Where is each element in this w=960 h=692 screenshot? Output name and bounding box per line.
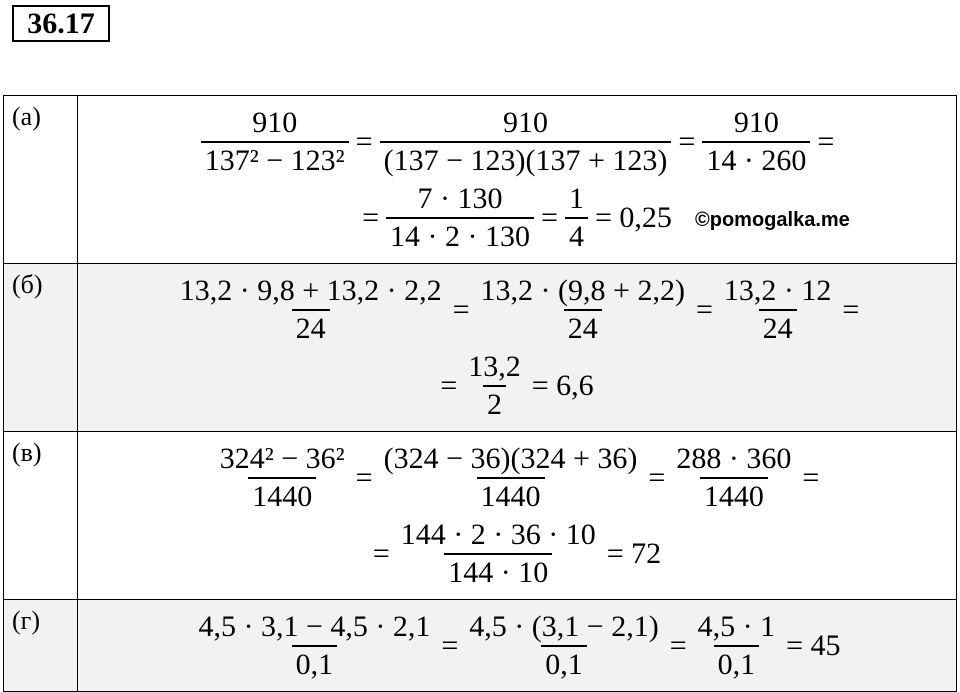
denominator: 14 · 2 · 130: [386, 216, 535, 255]
denominator: 24: [291, 308, 330, 347]
operator: =: [372, 536, 390, 570]
fraction: 4,5 · (3,1 − 2,1) 0,1: [465, 609, 662, 683]
numerator: 910: [503, 105, 548, 139]
fraction: 13,2 · (9,8 + 2,2) 24: [477, 273, 689, 347]
numerator: (324 − 36)(324 + 36): [383, 441, 638, 475]
numerator: 910: [252, 105, 298, 139]
operator: =: [441, 628, 459, 662]
row-label: (б): [4, 264, 78, 431]
equation-line: = 13,2 2 = 6,6: [437, 348, 596, 424]
operator: =: [362, 200, 380, 234]
equation-line: 324² − 36² 1440 = (324 − 36)(324 + 36) 1440 =…: [212, 440, 823, 516]
numerator: 910: [733, 105, 779, 139]
denominator: 14 · 260: [702, 140, 811, 179]
table-row: (г) 4,5 · 3,1 − 4,5 · 2,1 0,1 = 4,5 · (3,1 −…: [4, 599, 956, 691]
operator: =: [817, 124, 835, 158]
math-cell: 13,2 · 9,8 + 13,2 · 2,2 24 = 13,2 · (9,8 + …: [78, 264, 956, 431]
numerator: 13,2 · 9,8 + 13,2 · 2,2: [179, 273, 442, 307]
operator: =: [678, 124, 696, 158]
operator: = 72: [606, 536, 662, 570]
math-cell: 910 137² − 123² = 910 (137 − 123)(137 + 123)…: [78, 96, 956, 263]
fraction: 910 (137 − 123)(137 + 123): [379, 105, 672, 179]
table-row: (б) 13,2 · 9,8 + 13,2 · 2,2 24 = 13,2 · (9,8…: [4, 263, 956, 431]
operator: =: [648, 460, 666, 494]
denominator: 0,1: [291, 644, 338, 683]
fraction: 13,2 · 12 24: [720, 273, 836, 347]
fraction: 910 137² − 123²: [200, 105, 349, 179]
equation-line: 910 137² − 123² = 910 (137 − 123)(137 + 123)…: [197, 104, 838, 180]
operator: =: [669, 628, 687, 662]
equation-line: = 7 · 130 14 · 2 · 130 = 1 4 = 0,25: [359, 180, 675, 256]
row-label: (в): [4, 432, 78, 599]
numerator: 288 · 360: [676, 441, 792, 475]
numerator: 4,5 · (3,1 − 2,1): [469, 609, 659, 643]
operator: =: [440, 368, 458, 402]
fraction: 324² − 36² 1440: [216, 441, 349, 515]
numerator: 4,5 · 3,1 − 4,5 · 2,1: [198, 609, 431, 643]
denominator: 1440: [476, 476, 545, 515]
numerator: 144 · 2 · 36 · 10: [400, 517, 596, 551]
fraction: 4,5 · 1 0,1: [694, 609, 780, 683]
math-cell: 4,5 · 3,1 − 4,5 · 2,1 0,1 = 4,5 · (3,1 − 2,…: [78, 600, 956, 691]
denominator: 0,1: [541, 644, 587, 683]
operator: = 6,6: [531, 368, 594, 402]
operator: = 45: [786, 628, 841, 662]
denominator: 4: [564, 216, 588, 255]
fraction: 288 · 360 1440: [672, 441, 795, 515]
denominator: 144 · 10: [444, 552, 553, 591]
table-row: (а) 910 137² − 123² = 910 (137 − 123)(137 + 1…: [4, 96, 956, 263]
table-row: (в) 324² − 36² 1440 = (324 − 36)(324 + 36) 14…: [4, 431, 956, 599]
numerator: 13,2 · 12: [723, 273, 832, 307]
numerator: 1: [568, 181, 584, 215]
denominator: 1440: [248, 476, 317, 515]
operator: = 0,25: [594, 200, 672, 234]
solution-table: (а) 910 137² − 123² = 910 (137 − 123)(137 + 1…: [3, 95, 957, 692]
numerator: 13,2 · (9,8 + 2,2): [480, 273, 685, 307]
denominator: 24: [758, 308, 797, 347]
numerator: 7 · 130: [417, 181, 503, 215]
operator: =: [695, 292, 713, 326]
fraction: 4,5 · 3,1 − 4,5 · 2,1 0,1: [194, 609, 434, 683]
equation-line: 13,2 · 9,8 + 13,2 · 2,2 24 = 13,2 · (9,8 + …: [172, 272, 863, 348]
fraction: (324 − 36)(324 + 36) 1440: [380, 441, 642, 515]
equation-line: 4,5 · 3,1 − 4,5 · 2,1 0,1 = 4,5 · (3,1 − 2,…: [190, 608, 843, 684]
operator: =: [541, 200, 558, 234]
operator: =: [802, 460, 820, 494]
operator: =: [355, 460, 373, 494]
fraction: 7 · 130 14 · 2 · 130: [386, 181, 535, 255]
watermark: ©pomogalka.me: [695, 209, 850, 231]
fraction: 144 · 2 · 36 · 10 144 · 10: [397, 517, 600, 591]
denominator: 137² − 123²: [200, 140, 349, 179]
denominator: (137 − 123)(137 + 123): [379, 140, 672, 179]
denominator: 2: [483, 384, 506, 423]
row-label: (г): [4, 600, 78, 691]
denominator: 24: [563, 308, 602, 347]
math-cell: 324² − 36² 1440 = (324 − 36)(324 + 36) 1440 =…: [78, 432, 956, 599]
operator: =: [355, 124, 373, 158]
numerator: 324² − 36²: [219, 441, 345, 475]
numerator: 4,5 · 1: [697, 609, 776, 643]
fraction: 13,2 2: [464, 349, 525, 423]
equation-line: = 144 · 2 · 36 · 10 144 · 10 = 72: [370, 516, 664, 592]
operator: =: [452, 292, 470, 326]
numerator: 13,2: [468, 349, 521, 383]
fraction: 910 14 · 260: [702, 105, 811, 179]
operator: =: [842, 292, 860, 326]
fraction: 13,2 · 9,8 + 13,2 · 2,2 24: [176, 273, 446, 347]
denominator: 1440: [699, 476, 768, 515]
problem-number: 36.17: [12, 5, 110, 42]
denominator: 0,1: [713, 644, 760, 683]
row-label: (а): [4, 96, 78, 263]
